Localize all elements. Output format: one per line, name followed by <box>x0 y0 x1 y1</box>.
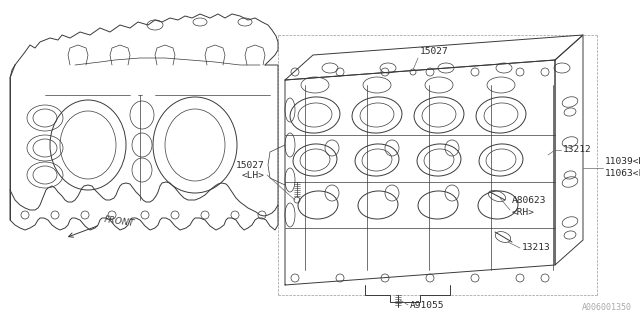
Text: 13213: 13213 <box>522 244 551 252</box>
Text: 15027: 15027 <box>236 161 265 170</box>
Text: A006001350: A006001350 <box>582 303 632 313</box>
Text: 15027: 15027 <box>420 47 449 57</box>
Text: 11039<RH>: 11039<RH> <box>605 157 640 166</box>
Text: <RH>: <RH> <box>512 208 535 217</box>
Text: FRONT: FRONT <box>103 215 134 228</box>
Text: 11063<LH>: 11063<LH> <box>605 170 640 179</box>
Text: A91055: A91055 <box>410 300 445 309</box>
Text: <LH>: <LH> <box>242 171 265 180</box>
Text: A80623: A80623 <box>512 196 547 205</box>
Text: 13212: 13212 <box>563 146 592 155</box>
